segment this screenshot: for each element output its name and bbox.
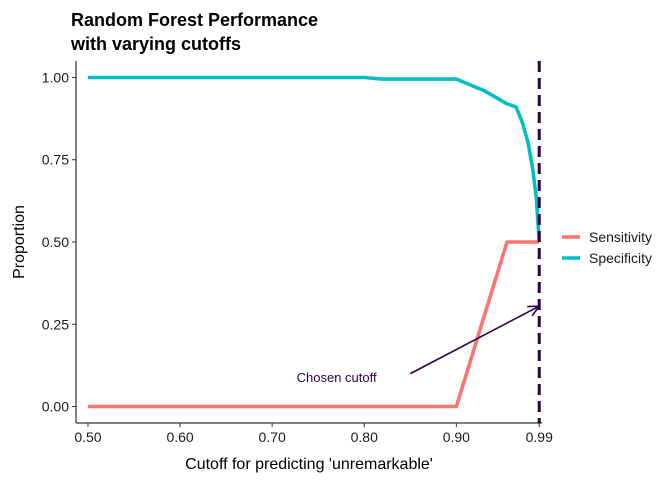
y-tick-label: 0.00 (42, 399, 69, 415)
chart-title-line-1: Random Forest Performance (71, 10, 318, 30)
annotation-arrow-shaft (409, 305, 540, 375)
y-tick-label: 1.00 (42, 69, 69, 85)
legend-label-sensitivity: Sensitivity (589, 229, 652, 245)
x-tick-label: 0.90 (443, 429, 470, 445)
x-tick-label: 0.99 (526, 429, 553, 445)
y-tick-label: 0.25 (42, 316, 69, 332)
series-line-specificity (88, 75, 541, 243)
x-tick-label: 0.80 (351, 429, 378, 445)
annotation-arrow-head (527, 305, 541, 317)
annotation-label: Chosen cutoff (297, 370, 377, 385)
y-tick-label: 0.50 (42, 234, 69, 250)
chart-title-line-2: with varying cutoffs (70, 34, 241, 54)
legend: Sensitivity Specificity (562, 229, 652, 266)
chart-title: Random Forest Performance with varying c… (70, 10, 318, 54)
plot-area: Chosen cutoff (88, 61, 541, 423)
legend-label-specificity: Specificity (589, 250, 652, 266)
y-axis-title: Proportion (11, 205, 28, 279)
x-axis-title: Cutoff for predicting 'unremarkable' (185, 456, 433, 473)
y-tick-label: 0.75 (42, 152, 69, 168)
x-tick-label: 0.70 (259, 429, 286, 445)
x-tick-label: 0.50 (74, 429, 101, 445)
axes: 0.00 0.25 0.50 0.75 1.00 0.50 0.60 0.70 0.80 0.90… (42, 61, 553, 445)
x-tick-label: 0.60 (166, 429, 193, 445)
series-line-sensitivity (88, 240, 540, 409)
